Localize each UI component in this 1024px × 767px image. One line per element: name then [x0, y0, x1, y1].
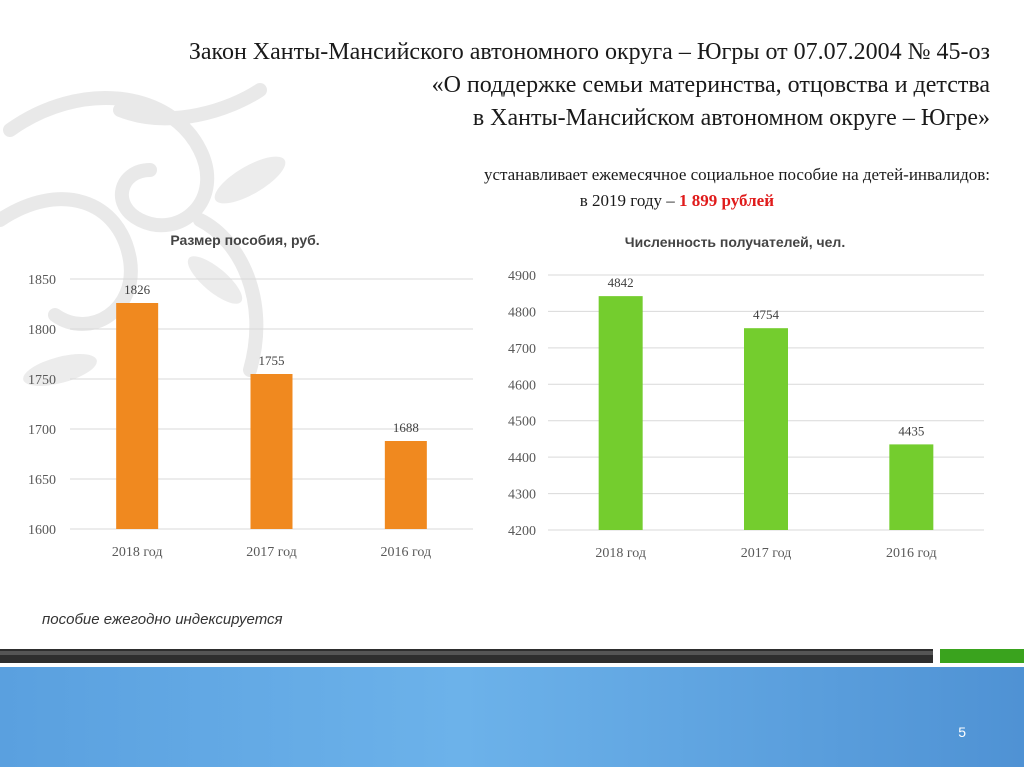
y-tick-label: 4200 — [508, 524, 536, 539]
category-label: 2016 год — [886, 546, 937, 561]
bar — [598, 296, 643, 530]
y-tick-label: 1700 — [28, 423, 56, 438]
y-tick-label: 4700 — [508, 342, 536, 357]
subtitle-line-1: устанавливает ежемесячное социальное пос… — [483, 165, 990, 184]
chart-title: Численность получателей, чел. — [625, 234, 845, 250]
benefit-size-chart: Размер пособия, руб. 1600 1650 1700 1750 1800… — [28, 232, 473, 560]
green-accent-strip — [940, 649, 1024, 663]
y-tick-label: 1750 — [28, 373, 56, 388]
bar — [744, 328, 788, 530]
category-label: 2017 год — [741, 546, 792, 561]
y-tick-label: 4300 — [508, 488, 536, 503]
divider-highlight — [0, 651, 933, 655]
y-tick-label: 4600 — [508, 378, 536, 393]
recipients-count-chart: Численность получателей, чел. 4200 4300 440… — [508, 234, 984, 561]
y-tick-label: 1850 — [28, 273, 56, 288]
bar — [250, 374, 293, 529]
title-line-2: «О поддержке семьи материнства, отцовств… — [431, 72, 990, 98]
data-label: 1688 — [393, 420, 419, 435]
category-label: 2016 год — [381, 545, 432, 560]
category-label: 2018 год — [112, 545, 163, 560]
data-label: 4842 — [608, 275, 634, 290]
chart-title: Размер пособия, руб. — [170, 232, 319, 248]
category-label: 2018 год — [595, 546, 646, 561]
page-number: 5 — [958, 724, 966, 740]
bar — [384, 441, 427, 529]
slide-subtitle: устанавливает ежемесячное социальное пос… — [484, 162, 990, 214]
category-label: 2017 год — [246, 545, 297, 560]
data-label: 4435 — [898, 423, 924, 438]
data-label: 1755 — [259, 353, 285, 368]
y-tick-label: 1800 — [28, 323, 56, 338]
indexation-note: пособие ежегодно индексируется — [42, 611, 283, 628]
title-line-3: в Ханты-Мансийском автономном округе – Ю… — [472, 105, 990, 131]
y-tick-label: 1600 — [28, 523, 56, 538]
benefit-amount: 1 899 рублей — [679, 191, 774, 210]
y-tick-label: 4900 — [508, 269, 536, 284]
y-tick-label: 4800 — [508, 305, 536, 320]
y-tick-label: 4500 — [508, 415, 536, 430]
y-tick-label: 1650 — [28, 473, 56, 488]
data-label: 4754 — [753, 307, 780, 322]
decorative-swirl — [0, 83, 286, 386]
footer-band — [0, 667, 1024, 767]
title-line-1: Закон Ханты-Мансийского автономного окру… — [188, 39, 990, 65]
subtitle-prefix: в 2019 году – — [579, 191, 680, 210]
data-label: 1826 — [124, 282, 151, 297]
slide-title: Закон Ханты-Мансийского автономного окру… — [189, 36, 990, 135]
bar — [889, 444, 934, 530]
bar — [116, 303, 159, 529]
y-tick-label: 4400 — [508, 451, 536, 466]
subtitle-line-2: в 2019 году – 1 899 рублей — [484, 188, 774, 214]
